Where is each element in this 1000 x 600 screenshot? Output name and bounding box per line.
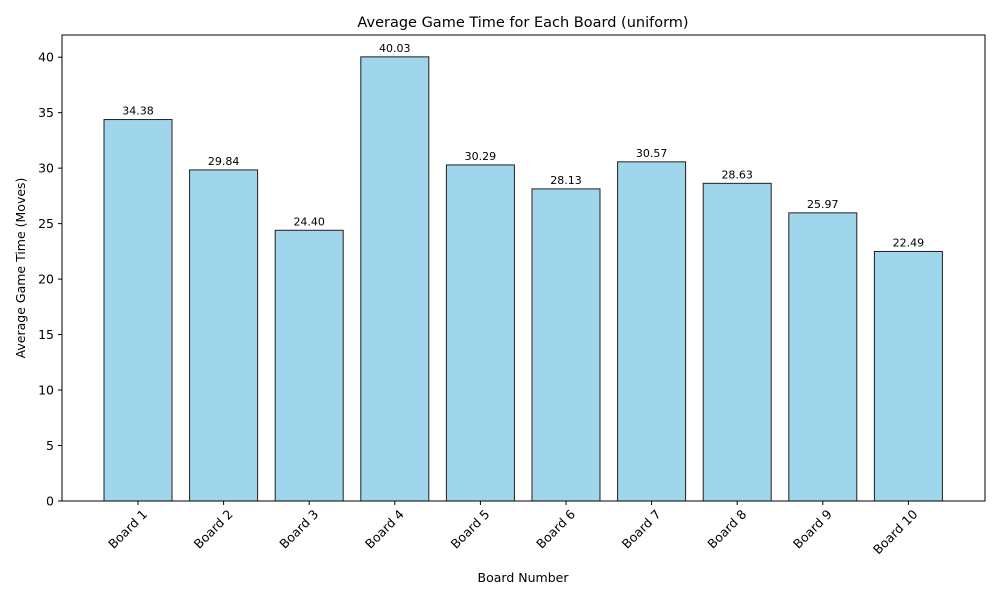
data-label-9: 25.97 [807, 198, 839, 211]
chart-title: Average Game Time for Each Board (unifor… [357, 15, 688, 31]
data-label-2: 29.84 [208, 155, 240, 168]
data-label-10: 22.49 [893, 236, 925, 249]
bar-10 [873, 250, 943, 502]
bar-7 [617, 161, 687, 502]
y-tick-label-15: 15 [38, 327, 54, 342]
x-tick-label-10: Board 10 [870, 506, 921, 557]
y-tick-label-0: 0 [46, 494, 54, 509]
x-tick-label-6: Board 6 [533, 506, 578, 551]
data-label-6: 28.13 [550, 174, 582, 187]
y-tick-label-40: 40 [38, 50, 54, 65]
bar-1 [103, 119, 173, 502]
bar-8 [702, 182, 772, 502]
x-tick-label-3: Board 3 [276, 507, 321, 552]
bar-4 [360, 56, 430, 502]
data-label-1: 34.38 [122, 105, 154, 118]
y-tick-label-30: 30 [38, 161, 54, 176]
x-tick-label-9: Board 9 [790, 506, 835, 551]
data-label-8: 28.63 [721, 168, 753, 181]
x-tick-label-1: Board 1 [105, 507, 150, 552]
x-axis: Board 1 Board 2 Board 3 Board 4 Board 5 Board… [105, 501, 921, 557]
x-axis-label: Board Number [478, 570, 570, 585]
bar-3 [274, 229, 344, 502]
data-label-4: 40.03 [379, 42, 411, 55]
y-tick-label-20: 20 [38, 272, 54, 287]
data-label-7: 30.57 [636, 147, 668, 160]
plot-frame [61, 34, 986, 502]
data-label-5: 30.29 [465, 150, 497, 163]
y-tick-label-25: 25 [38, 216, 54, 231]
x-tick-label-7: Board 7 [619, 507, 664, 552]
x-tick-label-8: Board 8 [704, 506, 749, 551]
y-tick-label-35: 35 [38, 105, 54, 120]
x-tick-label-4: Board 4 [362, 506, 407, 551]
x-tick-label-2: Board 2 [191, 507, 236, 552]
y-tick-label-5: 5 [46, 438, 54, 453]
x-tick-label-5: Board 5 [447, 507, 492, 552]
bar-5 [445, 164, 515, 502]
bars-group: 34.38 29.84 24.40 40.03 30.29 28.13 30.57 28.63… [103, 42, 943, 502]
bar-9 [788, 212, 858, 502]
y-tick-label-10: 10 [38, 383, 54, 398]
bar-6 [531, 188, 601, 502]
data-label-3: 24.40 [293, 215, 325, 228]
y-axis-label: Average Game Time (Moves) [13, 178, 28, 359]
y-axis: 0 5 10 15 20 25 30 35 40 [38, 50, 62, 509]
bar-2 [189, 169, 259, 502]
